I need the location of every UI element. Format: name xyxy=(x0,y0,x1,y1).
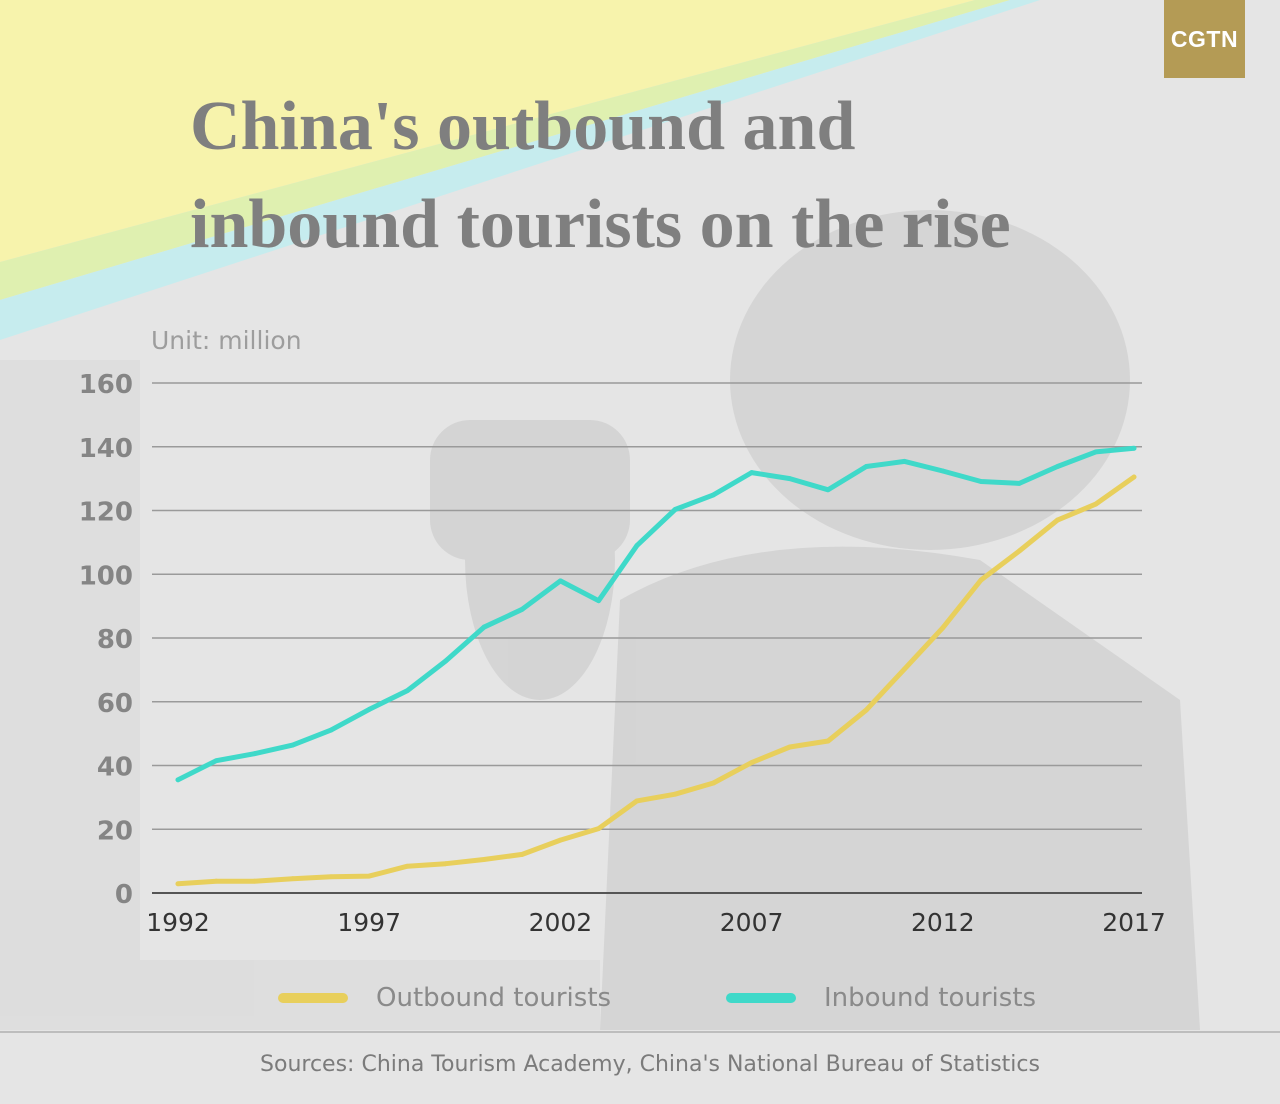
outbound-data-point xyxy=(1055,517,1060,523)
outbound-data-point xyxy=(940,625,946,631)
outbound-data-point xyxy=(175,881,181,887)
legend-label-inbound: Inbound tourists xyxy=(824,983,1037,1013)
outbound-data-point xyxy=(481,857,487,862)
outbound-data-point xyxy=(825,738,831,744)
inbound-data-point xyxy=(443,658,449,664)
outbound-swatch xyxy=(278,993,348,1003)
title-line-1: China's outbound and xyxy=(190,88,856,165)
outbound-data-point xyxy=(213,878,219,884)
outbound-data-point xyxy=(672,791,678,797)
outbound-data-point xyxy=(710,780,716,786)
title-line-2: inbound tourists on the rise xyxy=(190,186,1011,263)
y-tick-label: 40 xyxy=(97,753,133,783)
x-tick-label: 2017 xyxy=(1102,908,1166,937)
outbound-data-point xyxy=(252,878,257,884)
outbound-data-point xyxy=(328,874,334,880)
outbound-data-point xyxy=(1131,474,1137,480)
inbound-data-point xyxy=(1055,464,1060,469)
footer-divider xyxy=(0,1031,1280,1033)
outbound-series-line xyxy=(175,474,1137,887)
inbound-data-point xyxy=(213,758,219,764)
legend-item-outbound: Outbound tourists xyxy=(278,978,611,1018)
outbound-data-point xyxy=(405,863,410,869)
outbound-data-point xyxy=(596,826,602,832)
inbound-data-point xyxy=(863,464,869,469)
y-tick-label: 140 xyxy=(79,434,133,464)
inbound-data-point xyxy=(978,479,984,484)
x-tick-label: 1997 xyxy=(337,908,401,937)
x-tick-label: 2002 xyxy=(529,908,593,937)
outbound-data-point xyxy=(366,873,372,879)
inbound-data-point xyxy=(634,543,640,548)
inbound-data-point xyxy=(1131,445,1137,451)
inbound-data-point xyxy=(366,707,372,712)
y-tick-label: 0 xyxy=(115,880,133,910)
outbound-data-point xyxy=(902,666,907,672)
inbound-data-point xyxy=(519,606,525,612)
y-tick-label: 80 xyxy=(97,625,133,655)
inbound-data-point xyxy=(825,487,831,493)
inbound-data-point xyxy=(710,492,716,498)
inbound-swatch xyxy=(726,993,796,1003)
outbound-data-point xyxy=(978,577,984,583)
outbound-data-point xyxy=(558,837,563,843)
y-tick-label: 120 xyxy=(79,498,133,528)
y-tick-label: 60 xyxy=(97,689,133,719)
inbound-data-point xyxy=(902,459,907,464)
outbound-data-point xyxy=(787,744,793,750)
cgtn-logo: CGTN xyxy=(1164,0,1245,78)
legend-label-outbound: Outbound tourists xyxy=(376,983,612,1013)
inbound-data-point xyxy=(405,688,410,693)
inbound-data-point xyxy=(175,777,181,783)
unit-label: Unit: million xyxy=(151,326,302,355)
y-tick-label: 20 xyxy=(97,816,133,846)
outbound-data-point xyxy=(863,707,869,713)
inbound-data-point xyxy=(787,476,793,482)
inbound-data-point xyxy=(558,578,563,584)
chart-title: China's outbound and inbound tourists on… xyxy=(190,78,1190,274)
outbound-data-point xyxy=(519,852,525,857)
inbound-data-point xyxy=(290,742,296,748)
inbound-data-point xyxy=(1016,481,1022,486)
y-tick-label: 160 xyxy=(79,370,133,400)
inbound-data-point xyxy=(1093,449,1099,455)
outbound-data-point xyxy=(634,798,640,804)
outbound-data-point xyxy=(1016,548,1022,554)
x-tick-label: 2012 xyxy=(911,908,975,937)
inbound-data-point xyxy=(252,751,257,757)
legend-item-inbound: Inbound tourists xyxy=(726,978,1036,1018)
inbound-data-point xyxy=(481,624,487,630)
y-tick-label: 100 xyxy=(79,561,133,591)
outbound-data-point xyxy=(749,760,754,766)
x-tick-label: 2007 xyxy=(720,908,784,937)
x-tick-label: 1992 xyxy=(146,908,210,937)
outbound-data-point xyxy=(443,861,449,867)
outbound-data-point xyxy=(290,876,296,882)
inbound-series-line xyxy=(175,445,1137,783)
inbound-data-point xyxy=(328,727,334,733)
sources-note: Sources: China Tourism Academy, China's … xyxy=(260,1052,1040,1077)
inbound-data-point xyxy=(672,507,678,512)
inbound-data-point xyxy=(749,470,754,475)
outbound-data-point xyxy=(1093,501,1099,507)
inbound-data-point xyxy=(940,468,946,474)
inbound-data-point xyxy=(596,598,602,604)
